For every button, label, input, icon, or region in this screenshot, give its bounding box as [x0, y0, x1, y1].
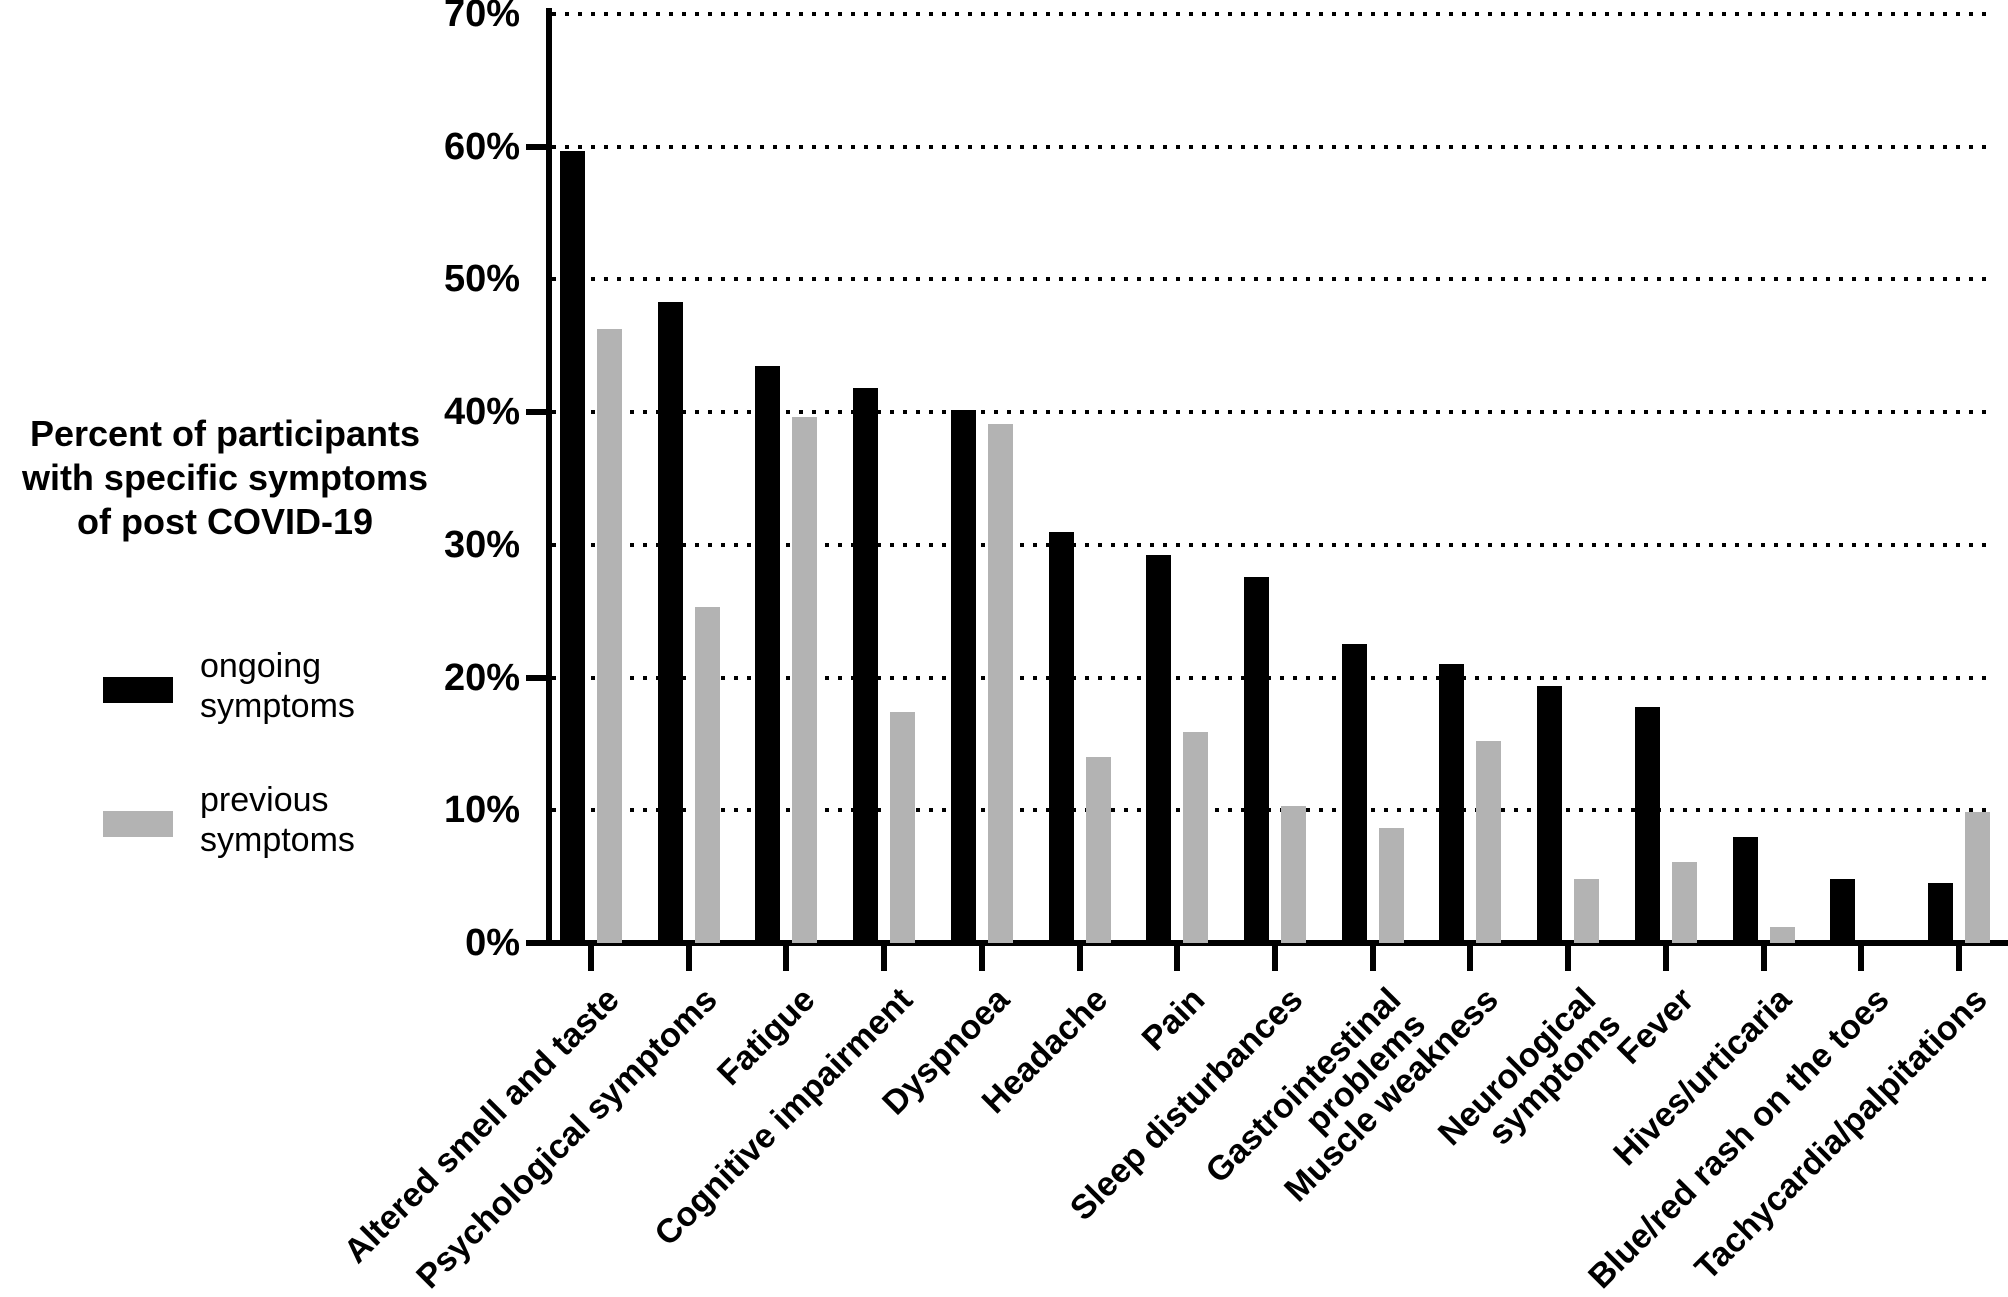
- x-tick-mark: [978, 946, 985, 971]
- y-tick-label: 0%: [465, 922, 520, 964]
- y-tick-label: 70%: [443, 0, 520, 36]
- gridline: [552, 808, 1995, 813]
- bar-ongoing: [1634, 706, 1660, 943]
- x-tick-mark: [1858, 946, 1865, 971]
- x-tick-mark: [1369, 946, 1376, 971]
- x-tick-label: Hives/urticaria: [1606, 980, 1800, 1174]
- bar-previous: [1574, 879, 1600, 943]
- bar-previous: [1183, 732, 1209, 943]
- gridline: [552, 410, 1995, 415]
- bar-ongoing: [1048, 531, 1074, 943]
- gridline: [552, 277, 1995, 282]
- bar-previous: [1085, 757, 1111, 943]
- bar-ongoing: [1146, 555, 1172, 943]
- bar-ongoing: [657, 302, 683, 943]
- bar-previous: [1769, 927, 1795, 943]
- legend-swatch-previous: [103, 811, 173, 837]
- gridline: [552, 675, 1995, 680]
- x-axis-line: [546, 940, 2008, 946]
- x-tick-mark: [588, 946, 594, 971]
- bar-ongoing: [853, 388, 879, 943]
- x-tick-mark: [1467, 946, 1474, 971]
- gridline: [552, 144, 1995, 149]
- bar-previous: [890, 712, 916, 943]
- y-tick-label: 50%: [443, 258, 520, 301]
- bar-previous: [987, 424, 1013, 943]
- bar-previous: [1476, 741, 1502, 943]
- x-tick-mark: [685, 946, 692, 971]
- bar-previous: [694, 607, 720, 943]
- y-axis-line: [546, 8, 552, 946]
- x-tick-mark: [1760, 946, 1767, 971]
- y-tick-mark: [526, 143, 548, 150]
- y-axis-title: Percent of participants with specific sy…: [21, 413, 429, 542]
- y-tick-label: 10%: [443, 789, 520, 832]
- y-tick-label: 40%: [443, 391, 520, 434]
- bar-ongoing: [1830, 879, 1856, 943]
- bar-previous: [792, 417, 818, 943]
- bar-previous: [1378, 827, 1404, 943]
- bar-ongoing: [755, 365, 781, 943]
- x-tick-label: Fever: [1610, 980, 1702, 1072]
- x-tick-mark: [1955, 946, 1962, 971]
- bar-ongoing: [1537, 685, 1563, 943]
- x-tick-mark: [783, 946, 790, 971]
- bar-previous: [1964, 811, 1990, 943]
- bar-previous: [597, 328, 622, 943]
- x-tick-mark: [1271, 946, 1278, 971]
- gridline: [552, 542, 1995, 547]
- y-tick-mark: [526, 940, 548, 946]
- legend-label-ongoing: ongoing symptoms: [200, 647, 355, 725]
- bar-ongoing: [950, 409, 976, 943]
- x-tick-mark: [1565, 946, 1572, 971]
- gridline: [552, 12, 1995, 16]
- y-tick-mark: [526, 674, 548, 681]
- x-tick-label: Pain: [1135, 980, 1213, 1059]
- x-tick-mark: [1076, 946, 1083, 971]
- bar-ongoing: [1341, 644, 1367, 943]
- bar-ongoing: [1927, 883, 1953, 943]
- x-tick-mark: [1174, 946, 1181, 971]
- y-tick-label: 30%: [443, 523, 520, 566]
- y-tick-label: 20%: [443, 656, 520, 699]
- legend-label-previous: previous symptoms: [200, 781, 355, 859]
- y-tick-label: 60%: [443, 125, 520, 168]
- y-tick-mark: [526, 409, 548, 416]
- bar-ongoing: [1732, 836, 1758, 943]
- legend-swatch-ongoing: [103, 677, 173, 703]
- bar-previous: [1671, 862, 1697, 943]
- x-tick-mark: [881, 946, 888, 971]
- bar-previous: [1280, 806, 1306, 943]
- bar-ongoing: [1243, 576, 1269, 943]
- x-tick-mark: [1662, 946, 1669, 971]
- bar-ongoing: [1439, 664, 1465, 943]
- bar-ongoing: [560, 150, 585, 943]
